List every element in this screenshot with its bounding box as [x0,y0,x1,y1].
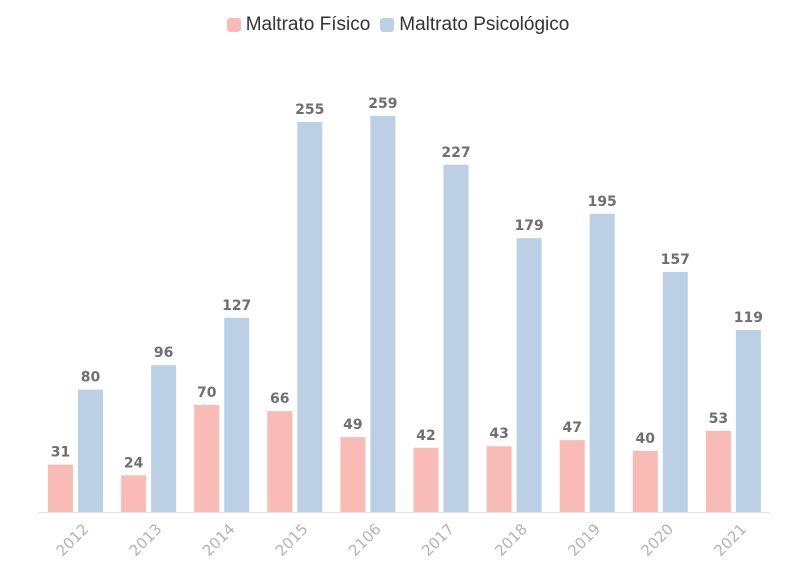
bar-fisico-2018[interactable] [486,446,512,512]
value-label-fisico-2013: 24 [124,455,144,471]
value-label-fisico-2015: 66 [270,391,289,407]
bar-fisico-2019[interactable] [559,440,585,512]
bar-psicologico-2012[interactable] [78,389,103,512]
value-label-psicologico-2017: 227 [441,145,470,161]
x-tick-label-2020: 2020 [637,520,677,560]
bar-psicologico-2021[interactable] [735,330,761,512]
x-tick-label-2018: 2018 [491,520,531,560]
value-label-fisico-2018: 43 [489,426,508,442]
x-tick-label-2021: 2021 [710,520,750,560]
x-tick-label-2019: 2019 [564,520,604,560]
x-tick-label-2015: 2015 [272,520,312,560]
bar-psicologico-2018[interactable] [516,238,542,512]
legend-swatch-psicologico [380,18,395,32]
legend: Maltrato Físico Maltrato Psicológico [0,14,796,36]
value-label-fisico-2017: 42 [416,428,435,444]
value-label-fisico-2012: 31 [51,445,70,461]
bar-psicologico-2015[interactable] [297,122,323,512]
legend-swatch-fisico [226,18,241,32]
bar-psicologico-2014[interactable] [224,317,250,512]
value-label-psicologico-2020: 157 [661,252,690,268]
value-label-fisico-2021: 53 [709,411,728,427]
x-tick-label-2017: 2017 [418,520,458,560]
bar-psicologico-2017[interactable] [443,164,469,513]
legend-item-fisico[interactable]: Maltrato Físico [226,14,371,36]
value-label-fisico-2020: 40 [636,431,656,447]
value-label-psicologico-2021: 119 [734,310,763,326]
bar-psicologico-2013[interactable] [151,365,177,512]
value-label-fisico-2106: 49 [343,417,362,433]
bar-psicologico-2019[interactable] [589,213,615,513]
legend-item-psicologico[interactable]: Maltrato Psicológico [380,14,569,36]
bar-fisico-2017[interactable] [413,447,439,512]
value-label-psicologico-2106: 259 [368,96,397,112]
bar-fisico-2013[interactable] [121,475,147,512]
value-label-psicologico-2019: 195 [588,194,617,210]
legend-label-fisico: Maltrato Físico [245,14,371,35]
value-label-fisico-2014: 70 [197,385,217,401]
value-label-psicologico-2018: 179 [514,218,543,234]
bar-fisico-2014[interactable] [194,404,220,512]
bar-fisico-2021[interactable] [705,430,731,512]
x-tick-label-2013: 2013 [126,520,166,560]
bar-psicologico-2020[interactable] [662,271,688,512]
value-label-psicologico-2012: 80 [81,370,101,386]
legend-label-psicologico: Maltrato Psicológico [399,14,570,35]
value-label-psicologico-2014: 127 [222,298,251,314]
bar-fisico-2020[interactable] [632,450,658,512]
value-label-psicologico-2015: 255 [295,102,324,118]
bar-fisico-2106[interactable] [340,437,366,512]
bar-fisico-2012[interactable] [48,464,73,512]
x-tick-label-2106: 2106 [345,520,385,560]
value-label-psicologico-2013: 96 [154,345,173,361]
bar-fisico-2015[interactable] [267,411,293,512]
x-tick-label-2014: 2014 [199,520,239,560]
bar-psicologico-2106[interactable] [370,115,396,513]
value-label-fisico-2019: 47 [562,420,581,436]
x-tick-label-2012: 2012 [53,520,93,560]
